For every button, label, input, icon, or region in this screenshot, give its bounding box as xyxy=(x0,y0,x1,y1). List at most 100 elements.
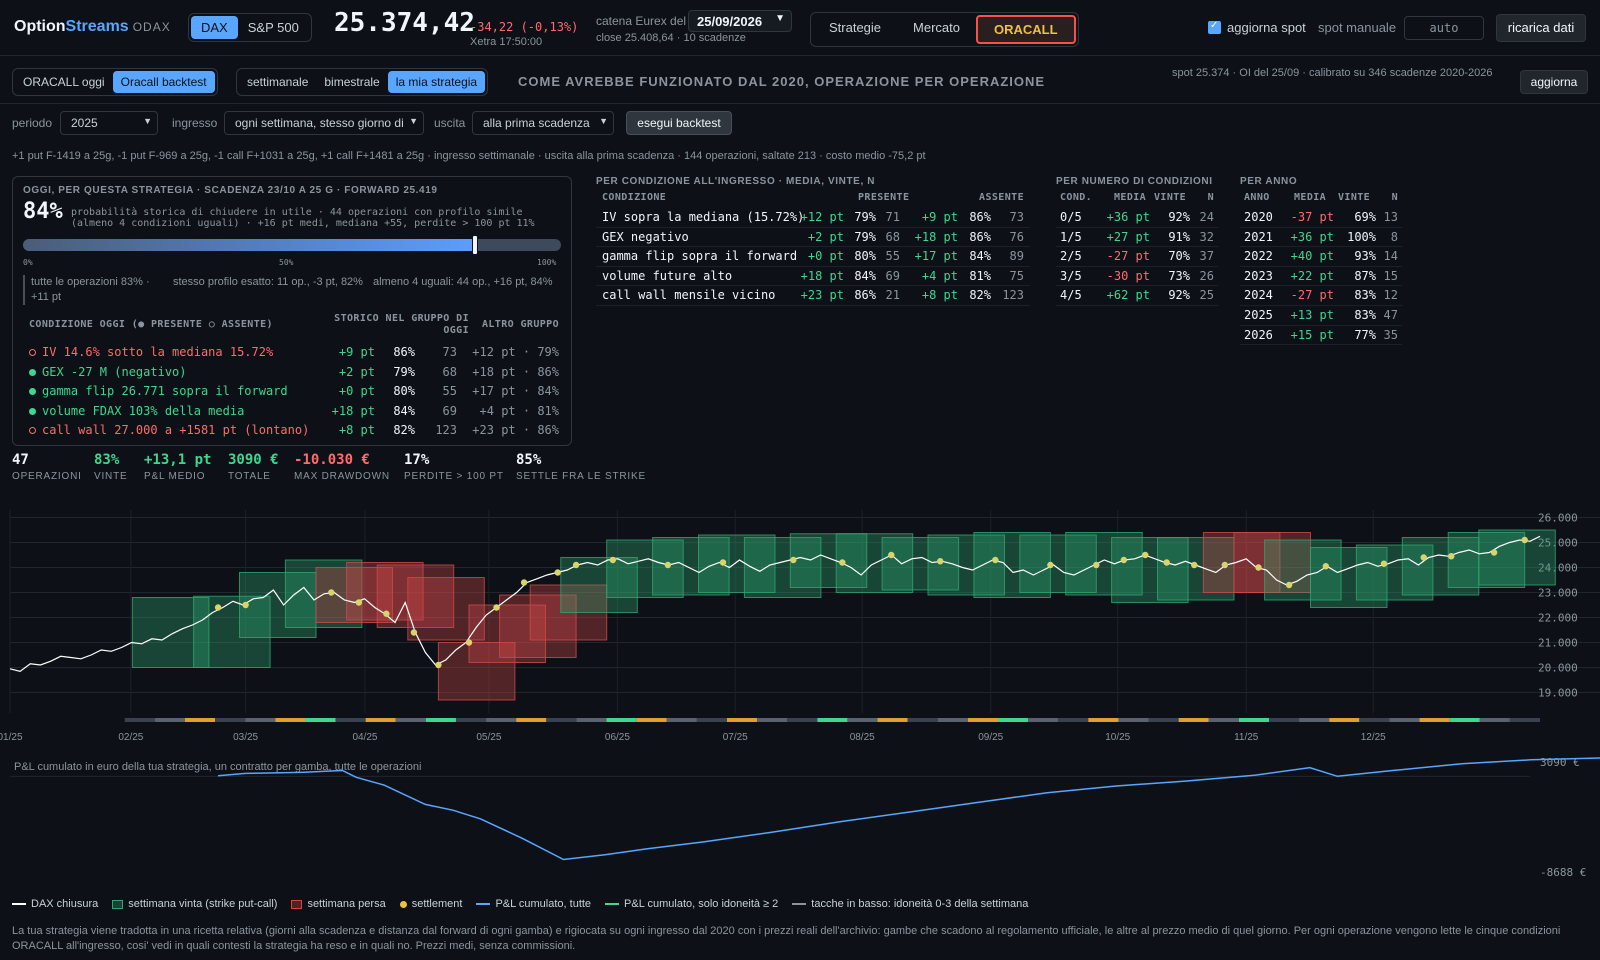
cell-n: 13 xyxy=(1383,210,1398,224)
tab-oracall-backtest[interactable]: Oracall backtest xyxy=(112,71,215,93)
nav-oracall[interactable]: ORACALL xyxy=(976,15,1076,44)
app-logo: OptionStreams ODAX xyxy=(14,18,171,35)
legend-item: settlement xyxy=(399,898,462,910)
by-year-table: ANNO MEDIA VINTE N 2020 -37 pt 69% 13 2021 +3… xyxy=(1240,192,1402,346)
tab-la-mia-strategia[interactable]: la mia strategia xyxy=(387,71,486,93)
entry-select[interactable]: ogni settimana, stesso giorno di ▼ xyxy=(224,111,424,135)
cell-vinte: 69% xyxy=(1354,210,1376,224)
cell-a_n: 75 xyxy=(1009,268,1024,283)
suitability-tick xyxy=(1299,718,1330,722)
tab-bimestrale[interactable]: bimestrale xyxy=(324,75,380,89)
trade-box-loss xyxy=(376,564,455,628)
suitability-tick xyxy=(1479,718,1510,722)
trade-box-loss xyxy=(346,562,424,621)
trade-box-loss xyxy=(437,642,516,701)
cell-p_n: 21 xyxy=(885,288,900,303)
cell-vinte: 92% xyxy=(1168,288,1190,303)
chain-date-select[interactable]: 25/09/2026 ▼ xyxy=(688,10,792,32)
chevron-down-icon: ▼ xyxy=(599,116,608,126)
legend-item: DAX chiusura xyxy=(12,898,98,910)
cell-anno: 2023 xyxy=(1244,268,1273,283)
tab-dax[interactable]: DAX xyxy=(191,16,238,39)
kpi-label: MAX DRAWDOWN xyxy=(294,471,390,482)
y-tick-label: 19.000 xyxy=(1538,687,1578,700)
condition-other: +12 pt · 79% xyxy=(472,345,559,359)
legend-dot-icon xyxy=(399,900,407,908)
condition-row: IV 14.6% sotto la mediana 15.72% +9 pt 86%… xyxy=(23,343,565,363)
table-header: CONDIZIONE PRESENTE ASSENTE xyxy=(602,192,1024,203)
cell-vinte: 73% xyxy=(1168,268,1190,283)
table-row: 2026 +15 pt 77% 35 xyxy=(1240,326,1402,346)
manual-spot-input[interactable]: auto xyxy=(1404,16,1484,40)
checkbox-icon[interactable] xyxy=(1208,20,1221,34)
by-condition-rows: IV sopra la mediana (15.72%) +12 pt 79% 71 +… xyxy=(596,208,1030,306)
legend-item: P&L cumulato, tutte xyxy=(476,898,591,910)
settlement-dot xyxy=(520,579,528,586)
suitability-tick xyxy=(335,718,366,722)
x-tick-label: 08/25 xyxy=(850,732,875,743)
x-tick-label: 10/25 xyxy=(1105,732,1130,743)
kpi-value: -10.030 € xyxy=(294,452,370,468)
trade-box-win xyxy=(1401,537,1480,596)
table-row: IV sopra la mediana (15.72%) +12 pt 79% 71 +… xyxy=(596,208,1030,228)
condition-pt: +0 pt xyxy=(338,384,375,399)
period-select[interactable]: 2025 ▼ xyxy=(60,111,158,135)
y-tick-label: 24.000 xyxy=(1538,562,1578,575)
refresh-button[interactable]: aggiorna xyxy=(1520,70,1588,94)
kpi-label: TOTALE xyxy=(228,471,271,482)
settlement-dot xyxy=(937,558,944,565)
cell-n: 35 xyxy=(1383,327,1398,342)
cell-p_pt: +18 pt xyxy=(800,268,844,283)
period-label: periodo xyxy=(12,116,53,130)
by-year-rows: 2020 -37 pt 69% 13 2021 +36 pt 100% 8 2022 +40 pt… xyxy=(1240,208,1402,346)
tab-settimanale[interactable]: settimanale xyxy=(247,75,309,89)
tab-sp500[interactable]: S&P 500 xyxy=(247,20,299,35)
suitability-tick xyxy=(787,718,818,722)
trade-box-win xyxy=(881,537,960,591)
cell-p_pt: +0 pt xyxy=(807,249,844,264)
x-tick-label: 02/25 xyxy=(118,732,143,743)
kpi-label: P&L MEDIO xyxy=(144,471,206,482)
cell-anno: 2024 xyxy=(1244,288,1273,303)
present-dot-icon xyxy=(29,407,36,415)
tick-0: 0% xyxy=(23,258,33,267)
pnl-cumulative-line xyxy=(217,757,1600,861)
update-spot-toggle[interactable]: aggiorna spot xyxy=(1208,20,1306,35)
x-tick-label: 07/25 xyxy=(723,732,748,743)
condition-pt: +9 pt xyxy=(338,345,375,359)
condition-other: +4 pt · 81% xyxy=(479,403,559,418)
trade-box-loss xyxy=(1202,532,1281,593)
index-price: 25.374,42 xyxy=(334,8,475,38)
suitability-tick xyxy=(726,718,758,722)
cell-p_n: 71 xyxy=(885,210,900,224)
condition-win: 82% xyxy=(393,423,415,438)
by-count-table: COND. MEDIA VINTE N 0/5 +36 pt 92% 24 1/5 +27… xyxy=(1056,192,1218,306)
tab-oracall-oggi[interactable]: ORACALL oggi xyxy=(23,75,105,89)
trade-box-loss xyxy=(499,594,577,658)
kpi-value: 83% xyxy=(94,452,120,468)
cell-p_pt: +2 pt xyxy=(807,229,844,244)
suitability-tick xyxy=(154,718,185,722)
cell-p_w: 86% xyxy=(854,288,876,303)
nav-strategie[interactable]: Strategie xyxy=(829,20,882,35)
condition-n: 68 xyxy=(442,364,457,379)
suitability-tick xyxy=(245,718,276,722)
settlement-dot xyxy=(1191,561,1198,569)
run-backtest-button[interactable]: esegui backtest xyxy=(626,111,732,135)
nav-mercato[interactable]: Mercato xyxy=(913,20,961,35)
reload-data-button[interactable]: ricarica dati xyxy=(1496,14,1586,42)
settlement-dot xyxy=(992,556,999,564)
condition-row: gamma flip 26.771 sopra il forward +0 pt 8… xyxy=(23,382,565,402)
cell-a_w: 86% xyxy=(969,229,991,244)
cell-name: gamma flip sopra il forward xyxy=(602,249,798,264)
condition-other: +17 pt · 84% xyxy=(472,384,559,399)
y-tick-label: 25.000 xyxy=(1538,537,1578,550)
exit-select[interactable]: alla prima scadenza ▼ xyxy=(472,111,614,135)
table-row: GEX negativo +2 pt 79% 68 +18 pt 86% 76 xyxy=(596,228,1030,248)
suitability-tick xyxy=(606,718,637,722)
cell-cond: 4/5 xyxy=(1060,288,1082,303)
condition-n: 123 xyxy=(435,423,457,438)
group-4plus: almeno 4 uguali: 44 op., +16 pt, 84% xyxy=(373,276,553,288)
y-tick-label: 20.000 xyxy=(1538,662,1578,675)
suitability-tick xyxy=(1329,718,1360,722)
